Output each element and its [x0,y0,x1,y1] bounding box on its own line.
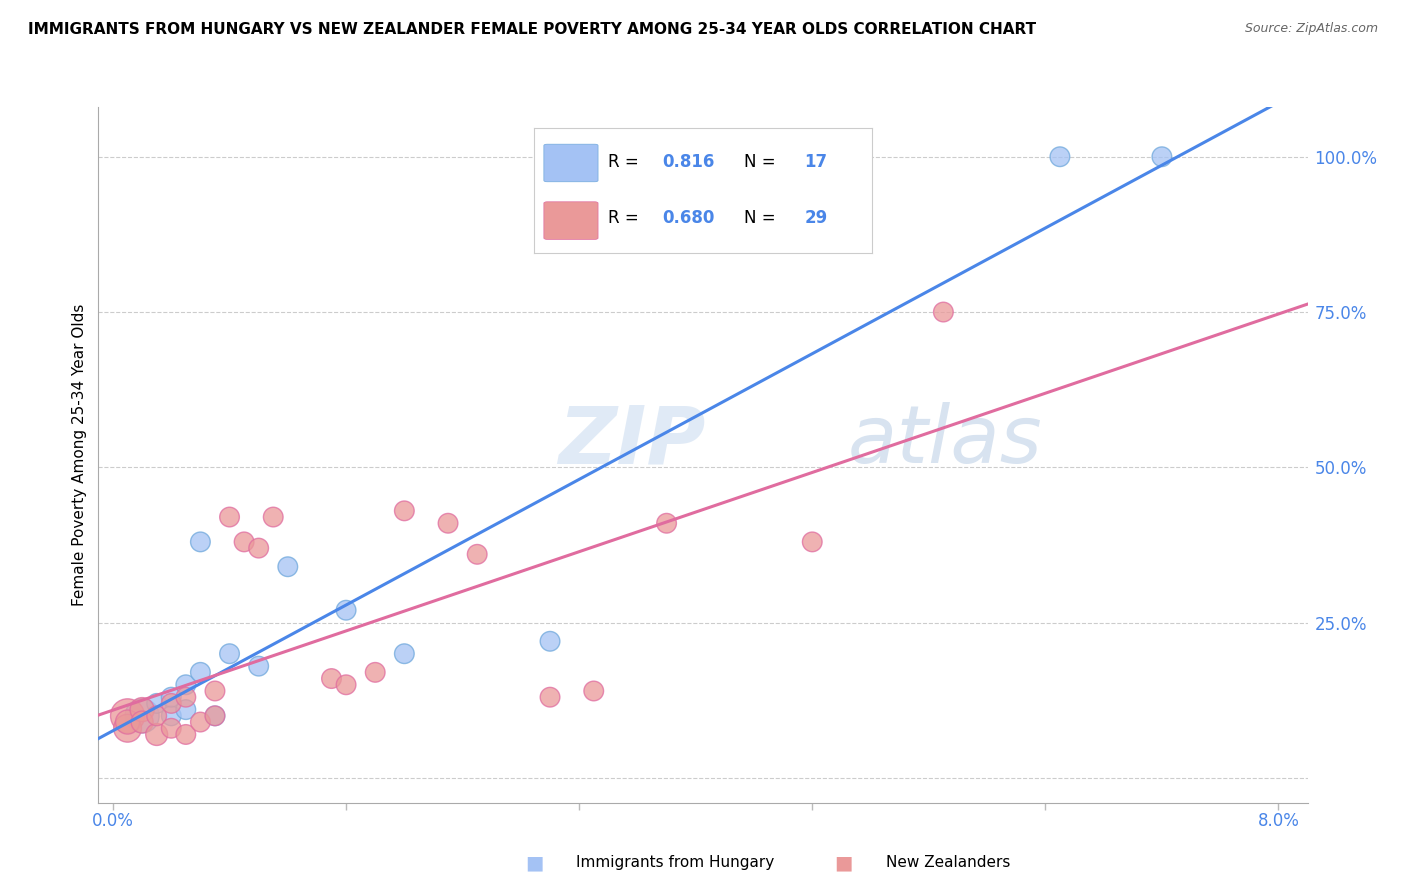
Y-axis label: Female Poverty Among 25-34 Year Olds: Female Poverty Among 25-34 Year Olds [72,304,87,606]
Point [218,510,240,524]
Text: 0.0%: 0.0% [91,812,134,830]
Point [131,708,153,723]
Point [160,690,183,705]
Point [174,678,197,692]
Point [131,714,153,729]
Text: Immigrants from Hungary: Immigrants from Hungary [576,855,775,870]
Point [233,534,256,549]
Point [204,708,226,723]
Point [538,634,561,648]
Point [932,305,955,319]
Text: New Zealanders: New Zealanders [886,855,1010,870]
Point [117,714,139,729]
Point [145,697,167,711]
Text: ZIP: ZIP [558,402,706,480]
Point [131,703,153,717]
Point [465,547,488,561]
Point [117,708,139,723]
Point [160,697,183,711]
Point [335,603,357,617]
Point [174,690,197,705]
Point [1049,150,1071,164]
Point [394,504,416,518]
Point [174,703,197,717]
Point [190,665,212,680]
Text: 8.0%: 8.0% [1257,812,1299,830]
Point [218,647,240,661]
Text: ■: ■ [524,853,544,872]
Point [437,516,460,531]
Point [145,708,167,723]
Point [277,559,299,574]
Point [582,684,605,698]
Point [364,665,387,680]
Point [321,672,343,686]
Text: ■: ■ [834,853,853,872]
Point [538,690,561,705]
Point [394,647,416,661]
Point [174,727,197,741]
Point [117,721,139,735]
Point [247,659,270,673]
Text: atlas: atlas [848,402,1043,480]
Point [247,541,270,555]
Point [1150,150,1173,164]
Point [335,678,357,692]
Point [204,708,226,723]
Point [190,714,212,729]
Point [190,534,212,549]
Point [262,510,284,524]
Point [160,721,183,735]
Point [145,727,167,741]
Text: Source: ZipAtlas.com: Source: ZipAtlas.com [1244,22,1378,36]
Point [655,516,678,531]
Point [204,684,226,698]
Point [801,534,824,549]
Point [160,708,183,723]
Text: IMMIGRANTS FROM HUNGARY VS NEW ZEALANDER FEMALE POVERTY AMONG 25-34 YEAR OLDS CO: IMMIGRANTS FROM HUNGARY VS NEW ZEALANDER… [28,22,1036,37]
